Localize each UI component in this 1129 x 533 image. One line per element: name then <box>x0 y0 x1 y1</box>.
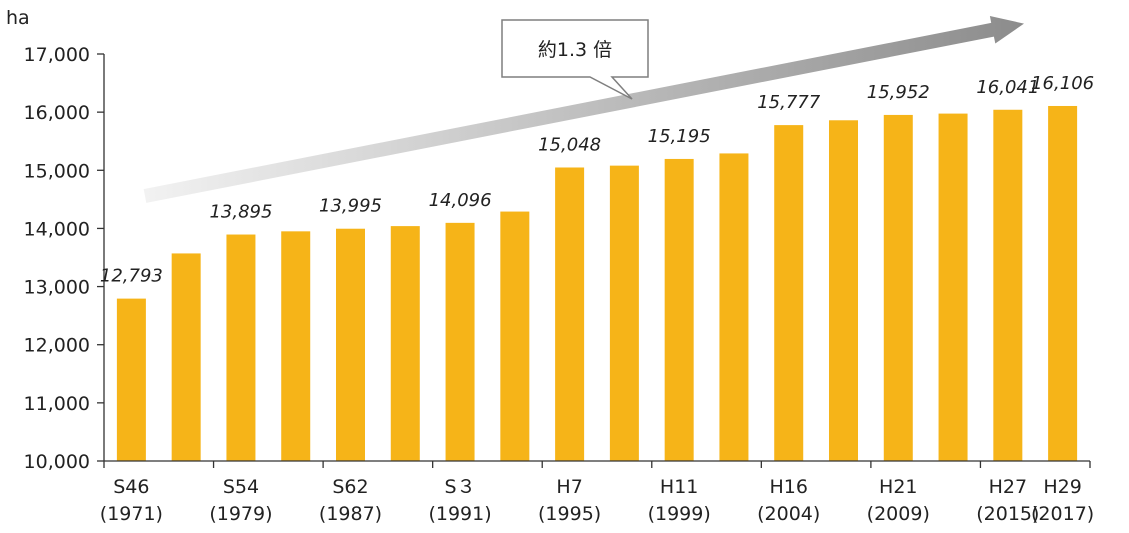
bar <box>281 231 311 461</box>
callout-text: 約1.3 倍 <box>538 39 612 61</box>
x-tick-label-era: S62 <box>332 476 368 498</box>
x-tick-label-era: S46 <box>113 476 149 498</box>
bar <box>883 114 913 461</box>
x-tick-label-era: H7 <box>556 476 582 498</box>
trend-arrow-shape <box>143 16 1024 203</box>
bar <box>390 226 420 461</box>
x-tick-label-era: H16 <box>769 476 807 498</box>
data-label: 15,952 <box>867 82 930 103</box>
data-label: 16,041 <box>976 77 1039 98</box>
data-labels: 12,793 13,895 13,995 14,096 15,048 15,195 15,7… <box>100 73 1094 287</box>
x-tick-label-era: H11 <box>660 476 698 498</box>
bar <box>938 113 968 461</box>
callout-box <box>501 19 649 100</box>
x-tick-label-year: (1995) <box>538 503 601 525</box>
x-tick-label-year: (1979) <box>209 503 272 525</box>
x-tick-label-year: (2009) <box>867 503 930 525</box>
bar <box>664 158 694 461</box>
bar <box>500 211 530 461</box>
y-axis: 10,000 11,000 12,000 13,000 14,000 15,000 16,0… <box>24 44 105 473</box>
bar <box>774 125 804 462</box>
x-tick-label-year: (1987) <box>319 503 382 525</box>
data-label: 16,106 <box>1031 73 1094 94</box>
y-unit-label: ha <box>6 7 30 29</box>
bar <box>226 234 256 461</box>
y-tick-label: 15,000 <box>24 160 90 182</box>
y-tick-label: 17,000 <box>24 44 90 66</box>
bar <box>116 298 146 461</box>
data-label: 15,777 <box>757 92 821 113</box>
trend-arrow <box>143 16 1024 203</box>
y-tick-label: 16,000 <box>24 102 90 124</box>
y-tick-label: 10,000 <box>24 451 90 473</box>
bar <box>445 222 475 461</box>
bar <box>609 165 639 462</box>
bar <box>336 228 365 461</box>
y-tick-label: 13,000 <box>24 277 90 299</box>
bar <box>1048 105 1078 462</box>
bar <box>993 109 1023 461</box>
y-tick-label: 12,000 <box>24 335 90 357</box>
bars <box>116 105 1078 462</box>
x-tick-label-year: (2004) <box>757 503 820 525</box>
x-tick-label-year: (2017) <box>1031 503 1094 525</box>
x-tick-label-year: (2015) <box>976 503 1039 525</box>
x-tick-label-year: (1971) <box>100 503 163 525</box>
y-tick-label: 11,000 <box>24 393 90 415</box>
x-tick-label-year: (1999) <box>648 503 711 525</box>
data-label: 12,793 <box>100 266 163 287</box>
x-axis: S46 (1971) S54 (1979) S62 (1987) S３ (1991) H7 (19… <box>100 460 1094 525</box>
callout: 約1.3 倍 <box>501 19 649 100</box>
bar <box>829 120 858 461</box>
data-label: 15,048 <box>538 134 601 155</box>
x-tick-label-era: H29 <box>1043 476 1081 498</box>
bar <box>719 153 749 461</box>
x-tick-label-year: (1991) <box>428 503 491 525</box>
x-tick-label-era: H27 <box>989 476 1027 498</box>
y-tick-label: 14,000 <box>24 218 90 240</box>
data-label: 13,995 <box>319 196 382 217</box>
bar <box>171 253 201 461</box>
data-label: 13,895 <box>209 202 272 223</box>
bar <box>555 167 585 461</box>
data-label: 15,195 <box>648 126 711 147</box>
data-label: 14,096 <box>429 190 492 211</box>
x-tick-label-era: H21 <box>879 476 917 498</box>
x-tick-label-era: S54 <box>223 476 259 498</box>
x-tick-label-era: S３ <box>445 476 476 498</box>
